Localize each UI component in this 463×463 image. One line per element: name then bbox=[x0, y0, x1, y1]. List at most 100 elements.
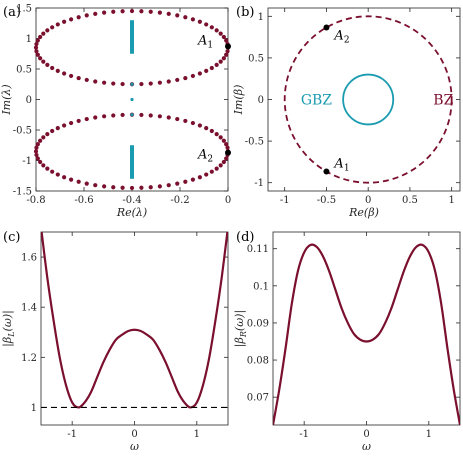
eigenvalue-point bbox=[218, 135, 223, 140]
plots-layer: -0.8 -0.6 -0.4 -0.2 0 1.5 1 0.5 0 -0.5 -1 -1.5 Re(λ)… bbox=[0, 4, 461, 453]
eigenvalue-point bbox=[35, 38, 40, 43]
eigenvalue-point bbox=[35, 52, 40, 57]
eigenvalue-point bbox=[214, 131, 219, 137]
y-tick-label: 0 bbox=[26, 95, 32, 106]
eigenvalue-point bbox=[221, 34, 226, 40]
eigenvalue-point bbox=[218, 31, 223, 36]
eigenvalue-point bbox=[50, 65, 55, 71]
eigenvalue-point bbox=[148, 9, 153, 14]
y-tick-label: 0.07 bbox=[247, 393, 269, 404]
x-tick-label: 0 bbox=[365, 195, 371, 206]
eigenvalue-point bbox=[34, 152, 39, 158]
eigenvalue-point bbox=[41, 59, 46, 64]
curve-line bbox=[273, 243, 460, 425]
bz-label: BZ bbox=[433, 93, 453, 109]
eigenvalue-point bbox=[183, 15, 188, 20]
eigenvalue-point bbox=[102, 10, 107, 15]
eigenvalue-point bbox=[166, 183, 171, 188]
eigenvalue-point bbox=[55, 22, 60, 27]
y-tick-label: 1 bbox=[31, 403, 37, 414]
eigenvalue-point bbox=[175, 13, 180, 18]
eigenvalue-point bbox=[204, 68, 209, 73]
obc-spectrum-point bbox=[130, 113, 134, 117]
eigenvalue-point bbox=[38, 34, 43, 40]
eigenvalue-point bbox=[190, 73, 196, 79]
marker-point bbox=[225, 149, 231, 156]
x-tick-label: -1 bbox=[299, 429, 309, 440]
eigenvalue-point bbox=[102, 184, 107, 189]
eigenvalue-point bbox=[55, 68, 60, 73]
eigenvalue-point bbox=[214, 166, 219, 171]
eigenvalue-point bbox=[175, 77, 180, 83]
panel-label-d: (d) bbox=[236, 230, 254, 245]
x-tick-label: 1 bbox=[194, 429, 200, 440]
marker-point bbox=[323, 24, 330, 31]
x-tick-label: 1 bbox=[448, 195, 454, 206]
x-tick-label: 1 bbox=[426, 429, 432, 440]
x-tick-label: 0.5 bbox=[402, 195, 418, 206]
obc-spectrum-point bbox=[130, 82, 134, 86]
eigenvalue-point bbox=[34, 145, 39, 150]
eigenvalue-point bbox=[221, 159, 226, 165]
eigenvalue-point bbox=[224, 38, 229, 43]
x-axis-label: Re(λ) bbox=[116, 206, 147, 219]
eigenvalue-point bbox=[120, 185, 125, 190]
eigenvalue-point bbox=[68, 177, 74, 182]
eigenvalue-point bbox=[218, 59, 223, 64]
eigenvalue-point bbox=[41, 31, 46, 36]
eigenvalue-point bbox=[218, 163, 223, 168]
y-tick-label: 1.5 bbox=[16, 4, 32, 15]
x-tick-label: 0 bbox=[225, 195, 231, 206]
eigenvalue-point bbox=[33, 149, 39, 154]
eigenvalue-point bbox=[76, 118, 81, 124]
eigenvalue-point bbox=[55, 126, 60, 131]
eigenvalue-point bbox=[214, 62, 219, 68]
y-tick-label: -1 bbox=[254, 178, 264, 189]
x-tick-label: -1 bbox=[280, 195, 290, 206]
eigenvalue-point bbox=[183, 75, 188, 81]
annotation-label: A1 bbox=[197, 33, 213, 50]
eigenvalue-point bbox=[166, 115, 171, 120]
eigenvalue-point bbox=[224, 52, 229, 57]
eigenvalue-point bbox=[45, 62, 50, 68]
eigenvalue-point bbox=[76, 179, 81, 184]
eigenvalue-point bbox=[175, 116, 180, 122]
obc-spectrum-point bbox=[130, 97, 134, 102]
eigenvalue-point bbox=[190, 120, 196, 126]
x-tick-label: -0.2 bbox=[170, 195, 189, 206]
eigenvalue-point bbox=[50, 25, 55, 30]
bz-circle bbox=[283, 15, 453, 184]
eigenvalue-point bbox=[45, 131, 50, 137]
eigenvalue-point bbox=[120, 112, 125, 118]
eigenvalue-point bbox=[84, 116, 89, 122]
eigenvalue-point bbox=[204, 126, 209, 131]
eigenvalue-point bbox=[62, 123, 67, 128]
eigenvalue-point bbox=[204, 172, 209, 177]
eigenvalue-point bbox=[209, 25, 214, 30]
eigenvalue-point bbox=[38, 159, 43, 165]
eigenvalue-point bbox=[120, 81, 125, 87]
eigenvalue-point bbox=[34, 41, 39, 47]
eigenvalue-point bbox=[35, 156, 40, 161]
eigenvalue-point bbox=[111, 81, 116, 86]
axes-frame-b bbox=[267, 7, 461, 192]
eigenvalue-point bbox=[38, 138, 43, 143]
eigenvalue-point bbox=[225, 145, 230, 150]
eigenvalue-point bbox=[209, 65, 214, 71]
eigenvalue-point bbox=[68, 120, 74, 126]
y-tick-label: -1.5 bbox=[13, 187, 32, 198]
eigenvalue-point bbox=[209, 128, 214, 134]
eigenvalue-point bbox=[41, 163, 46, 168]
eigenvalue-point bbox=[190, 17, 196, 22]
eigenvalue-point bbox=[84, 181, 89, 186]
eigenvalue-point bbox=[62, 19, 67, 24]
y-tick-label: -0.5 bbox=[13, 126, 32, 137]
x-tick-label: 0 bbox=[131, 429, 137, 440]
eigenvalue-point bbox=[197, 19, 202, 24]
eigenvalue-point bbox=[102, 80, 107, 85]
eigenvalue-point bbox=[214, 28, 219, 33]
annotation-label: A2 bbox=[197, 148, 213, 165]
y-tick-label: -1 bbox=[22, 156, 32, 167]
eigenvalue-point bbox=[111, 113, 116, 118]
